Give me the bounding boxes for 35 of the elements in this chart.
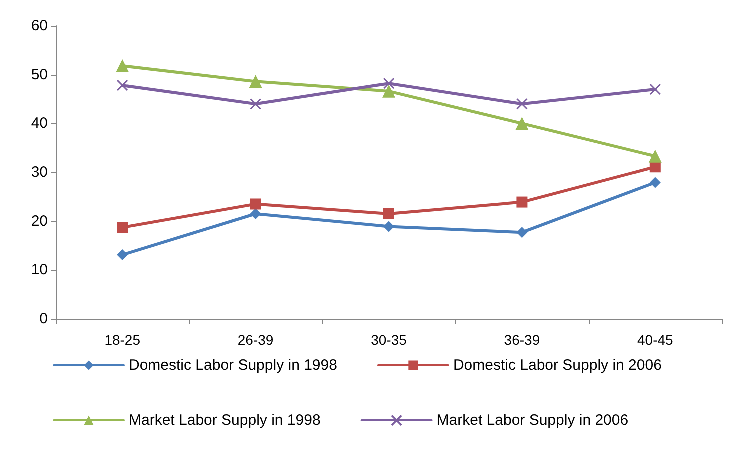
legend-label: Domestic Labor Supply in 1998 [129, 357, 338, 374]
x-tick-label: 26-39 [238, 332, 274, 348]
point [382, 84, 396, 98]
y-tick-label: 50 [31, 66, 48, 84]
point [116, 60, 130, 73]
point [116, 80, 128, 92]
y-tick-label: 30 [31, 164, 48, 181]
x-tick-label: 30-35 [371, 332, 408, 348]
legend-label: Market Labor Supply in 1998 [129, 412, 321, 429]
y-tick-label: 0 [40, 310, 48, 328]
legend-label: Domestic Labor Supply in 2006 [453, 357, 662, 374]
point [650, 84, 662, 96]
point [117, 250, 128, 261]
x-tick-label: 36-39 [504, 332, 540, 348]
point [516, 196, 528, 208]
y-tick-label: 40 [31, 115, 48, 132]
point [249, 75, 262, 88]
point [117, 222, 128, 234]
point [250, 208, 262, 220]
y-tick-label: 20 [31, 212, 48, 230]
x-tick-label: 18-25 [104, 332, 141, 348]
point [384, 208, 394, 220]
point [250, 198, 262, 210]
point [516, 117, 529, 130]
point [516, 227, 528, 238]
y-tick-label: 60 [31, 18, 48, 34]
point [516, 98, 528, 110]
point [384, 221, 394, 232]
y-tick-label: 10 [31, 262, 48, 279]
point [383, 78, 395, 90]
point [650, 177, 661, 188]
point [250, 98, 262, 110]
x-tick-label: 40-45 [637, 332, 674, 348]
legend-label: Market Labor Supply in 2006 [436, 412, 629, 429]
point [648, 150, 662, 163]
